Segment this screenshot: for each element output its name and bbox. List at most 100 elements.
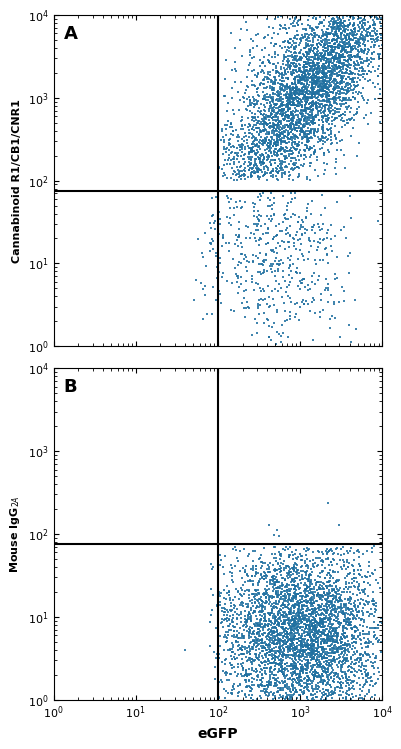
Point [332,91,338,103]
Point [314,75,321,87]
Point [317,237,323,249]
Point [292,73,298,85]
Point [325,497,332,509]
Point [349,67,356,79]
Point [268,600,274,612]
Point [320,127,326,139]
Point [362,667,369,679]
Point [315,82,322,94]
Point [287,97,293,109]
Point [261,169,267,181]
Point [276,628,282,640]
Point [308,626,314,638]
Point [322,136,328,148]
Point [336,689,342,701]
Point [289,124,295,136]
Point [306,62,313,74]
Point [275,122,281,134]
Point [333,26,340,38]
Point [295,617,301,629]
Point [288,163,295,175]
Point [336,60,342,72]
Point [330,51,336,63]
Point [263,91,269,103]
Point [279,93,286,105]
Point [270,591,277,603]
Point [316,143,323,155]
Point [303,58,310,70]
Point [340,608,347,620]
Point [251,98,257,110]
Point [289,592,295,604]
Point [298,108,305,120]
Point [292,601,298,613]
Point [330,566,336,578]
Point [254,694,261,706]
Point [297,301,304,313]
Point [292,580,298,592]
Point [260,640,267,652]
Point [369,14,376,26]
Point [314,589,320,601]
Point [221,667,228,679]
Point [304,172,311,184]
Point [351,636,357,648]
Point [358,43,364,55]
Point [217,258,224,270]
Point [308,643,314,655]
Point [279,22,286,34]
Point [324,671,330,683]
Point [296,75,302,87]
Point [358,62,365,74]
Point [318,670,325,682]
Point [320,615,326,627]
Point [352,23,358,35]
Point [229,610,236,622]
Point [371,22,378,34]
Point [285,560,291,571]
Point [327,107,334,119]
Point [259,157,265,169]
Point [269,578,275,590]
Point [314,102,320,114]
Point [338,542,344,554]
Point [245,100,251,112]
Point [204,309,211,321]
Point [324,88,330,100]
Point [255,28,261,40]
Point [310,622,316,634]
Point [334,22,340,34]
Point [259,619,265,631]
Point [234,149,240,161]
Point [288,46,294,58]
Point [311,129,317,141]
Point [311,118,318,130]
Point [286,115,293,127]
Point [318,89,324,101]
Point [358,90,365,102]
Point [300,600,307,612]
Point [336,673,342,685]
Point [341,654,347,666]
Point [345,21,351,33]
Point [290,158,297,170]
Point [271,654,278,666]
Point [288,113,294,125]
Point [265,49,272,61]
Point [334,630,341,642]
Point [265,91,271,103]
Point [317,670,323,682]
Point [290,565,297,577]
Point [285,127,291,139]
Point [295,616,301,628]
Point [229,646,235,658]
Point [275,285,281,297]
Point [276,258,283,270]
Point [303,566,309,578]
Point [350,28,357,40]
Point [323,43,329,55]
Point [267,89,273,101]
Point [324,40,331,52]
Point [310,30,317,42]
Point [267,80,273,92]
